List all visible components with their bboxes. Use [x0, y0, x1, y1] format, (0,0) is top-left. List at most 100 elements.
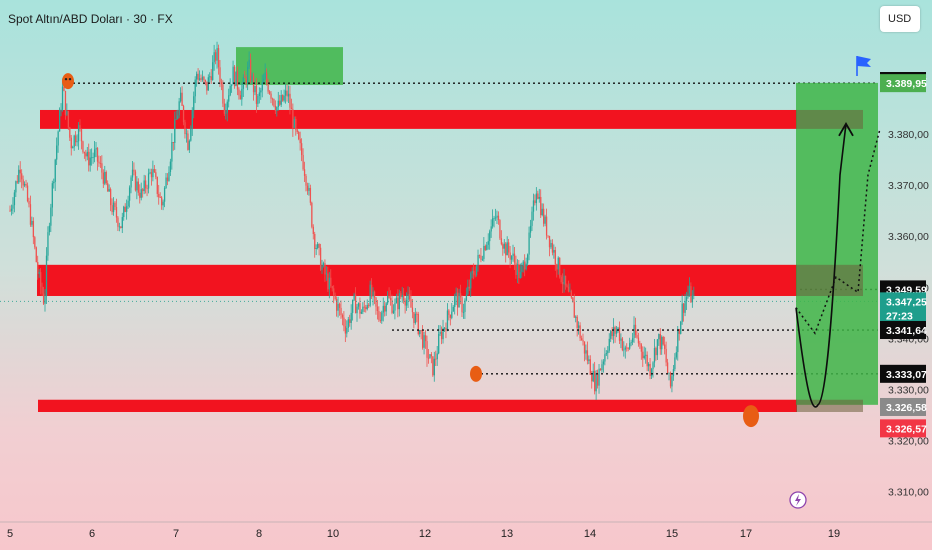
candle-body: [376, 306, 379, 312]
candle-body: [311, 202, 313, 227]
candle-body: [521, 265, 523, 272]
price-label-box[interactable]: [880, 321, 926, 340]
candle-body: [419, 330, 421, 335]
candle-body: [640, 344, 643, 352]
candle-body: [366, 305, 368, 310]
price-label-box[interactable]: [880, 397, 926, 416]
candle-body: [684, 301, 686, 313]
candle-body: [92, 157, 94, 159]
candle-body: [121, 217, 123, 228]
candle-body: [449, 314, 452, 318]
currency-button[interactable]: USD: [880, 6, 920, 32]
candle-body: [650, 369, 653, 377]
candle-body: [75, 135, 77, 143]
candle-body: [462, 311, 465, 313]
candle-body: [271, 98, 274, 100]
candle-body: [639, 343, 641, 345]
candle-body: [134, 171, 137, 191]
candle-body: [373, 291, 376, 298]
candle-body: [599, 368, 602, 371]
candle-body: [621, 338, 624, 351]
price-label-box[interactable]: [880, 74, 926, 93]
zone-support-1[interactable]: [37, 264, 797, 296]
price-label-box[interactable]: [880, 364, 926, 383]
candle-body: [309, 187, 312, 203]
candle-body: [384, 305, 386, 312]
candle-body: [454, 296, 456, 308]
candle-body: [257, 95, 259, 104]
candle-body: [385, 303, 387, 312]
candle-body: [41, 286, 43, 294]
candle-body: [96, 147, 99, 162]
candle-body: [604, 354, 606, 362]
candle-body: [494, 217, 497, 219]
marker-dot: [64, 77, 68, 81]
zone-resistance-0[interactable]: [40, 109, 797, 129]
candle-body: [483, 245, 485, 259]
candle-body: [299, 139, 301, 144]
candle-body: [589, 359, 591, 375]
candle-body: [222, 84, 224, 104]
candle-body: [439, 331, 441, 334]
candle-body: [583, 341, 586, 354]
swing-marker[interactable]: [470, 365, 482, 382]
candle-body: [633, 324, 635, 339]
candle-body: [239, 95, 242, 100]
candle-body: [9, 210, 11, 212]
candle-body: [352, 299, 354, 313]
flag-icon[interactable]: [857, 56, 871, 67]
price-label-box[interactable]: [880, 292, 926, 311]
candle-body: [515, 262, 517, 275]
candle-body: [51, 183, 53, 208]
candle-body: [306, 185, 309, 191]
candle-body: [646, 354, 648, 367]
candle-body: [163, 188, 166, 202]
candle-body: [144, 180, 147, 189]
candle-body: [261, 82, 263, 91]
candle-body: [204, 79, 207, 82]
candle-body: [346, 327, 348, 334]
candle-body: [338, 303, 341, 308]
candle-body: [588, 359, 590, 361]
candle-body: [50, 207, 52, 226]
candle-body: [656, 339, 659, 356]
candle-body: [598, 368, 600, 386]
candle-body: [77, 125, 80, 142]
price-label-text: 3.326,57: [886, 423, 927, 435]
candle-body: [200, 78, 202, 80]
swing-marker[interactable]: [62, 73, 74, 90]
candle-body: [487, 241, 489, 245]
candle-body: [333, 288, 335, 296]
candle-body: [188, 140, 191, 150]
zone-overlap: [796, 399, 863, 412]
candle-body: [398, 293, 400, 310]
candle-body: [110, 189, 112, 206]
candle-body: [91, 157, 93, 159]
price-label-box[interactable]: [880, 306, 926, 325]
candle-body: [295, 118, 297, 130]
candle-body: [359, 303, 361, 314]
candle-body: [481, 258, 484, 260]
candle-body: [592, 370, 594, 382]
candle-body: [591, 374, 593, 382]
candle-body: [209, 76, 211, 78]
candle-body: [580, 338, 583, 341]
price-label-box[interactable]: [880, 419, 926, 438]
candle-body: [206, 81, 208, 91]
candle-body: [19, 169, 21, 174]
candle-body: [279, 100, 281, 105]
candle-body: [286, 90, 288, 97]
candle-body: [293, 118, 296, 128]
zone-support-2[interactable]: [38, 399, 797, 412]
candle-body: [416, 313, 418, 315]
y-tick-label: 3.380,00: [888, 129, 929, 141]
candle-body: [442, 328, 444, 340]
projection-alt-path: [795, 128, 881, 335]
candle-body: [537, 193, 539, 199]
candle-body: [85, 153, 87, 157]
swing-marker[interactable]: [743, 405, 759, 428]
candle-body: [496, 215, 498, 218]
candle-body: [613, 327, 615, 337]
